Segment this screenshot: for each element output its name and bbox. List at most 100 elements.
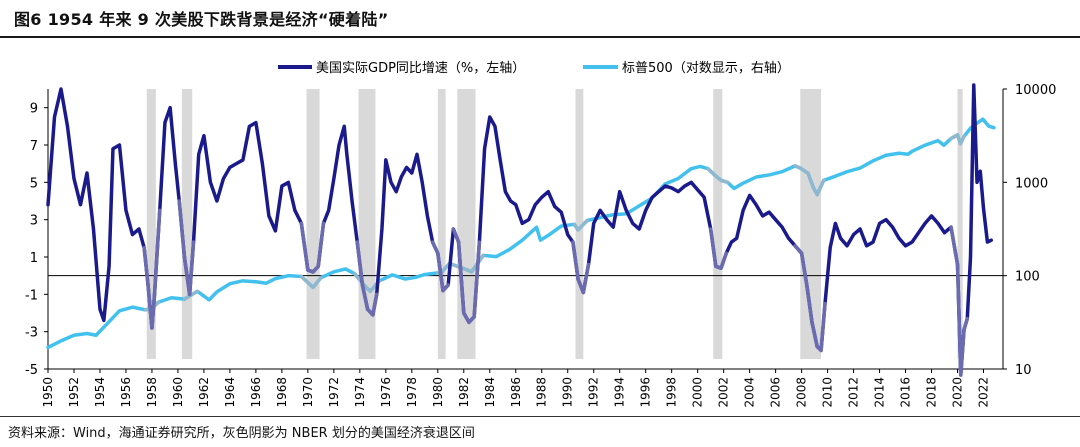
legend: 美国实际GDP同比增速（%，左轴） 标普500（对数显示，右轴）	[278, 61, 790, 76]
x-tick-label: 1982	[457, 377, 471, 408]
recession-band-1	[181, 89, 193, 359]
x-tick-label: 2002	[717, 377, 731, 408]
recession-band-9	[957, 89, 963, 359]
recession-band-2	[306, 89, 320, 359]
sp500-recession-segment	[815, 178, 826, 197]
left-tick-label: 9	[30, 102, 38, 117]
gdp-recession-segment	[142, 245, 150, 287]
gdp-recession-segment	[430, 240, 440, 256]
right-tick-label: 10000	[1015, 83, 1056, 98]
gdp-recession-segment	[436, 251, 445, 293]
title-divider	[0, 36, 1080, 38]
x-tick-label: 2022	[977, 377, 991, 408]
x-tick-label: 1998	[665, 377, 679, 408]
left-tick-label: -5	[25, 363, 38, 378]
x-tick-label: 2012	[847, 377, 861, 408]
recession-band-4	[437, 89, 446, 359]
x-tick-label: 1984	[483, 377, 497, 408]
left-tick-label: 7	[30, 139, 38, 154]
left-tick-label: 3	[30, 214, 38, 229]
recession-band-7	[713, 89, 723, 359]
sp500-recession-segment	[806, 171, 816, 190]
x-tick-label: 1990	[561, 377, 575, 408]
footer-divider	[0, 416, 1080, 417]
x-tick-label: 2010	[821, 377, 835, 408]
gdp-recession-segment	[177, 199, 187, 259]
x-tick-label: 1978	[405, 377, 419, 408]
left-tick-label: -1	[25, 288, 38, 303]
gdp-recession-segment	[150, 292, 157, 330]
gdp-recession-segment	[187, 240, 196, 297]
title-bar: 图6 1954 年来 9 次美股下跌背景是经济“硬着陆”	[0, 0, 1080, 34]
x-tick-label: 1968	[275, 377, 289, 408]
x-tick-label: 1962	[197, 377, 211, 408]
x-tick-label: 1970	[301, 377, 315, 408]
tick-labels: 9 7 5 3 1 -1 -3 -5 10000 1000 100 10 1950 1952 1954 195…	[25, 83, 1056, 408]
x-tick-label: 1994	[613, 377, 627, 408]
x-tick-label: 2016	[899, 377, 913, 408]
legend-label-gdp: 美国实际GDP同比增速（%，左轴）	[316, 61, 525, 76]
gdp-recession-segment	[472, 240, 482, 319]
x-tick-label: 1964	[223, 377, 237, 408]
left-tick-label: 5	[30, 176, 38, 191]
gdp-recession-segment	[355, 240, 365, 287]
x-tick-label: 1992	[587, 377, 601, 408]
gdp-recession-segment	[959, 328, 966, 377]
x-tick-label: 1976	[379, 377, 393, 408]
left-tick-label: -3	[25, 326, 38, 341]
sp500-recession-segment	[719, 178, 730, 185]
sp500-recession-segment	[958, 134, 966, 146]
x-tick-label: 2006	[769, 377, 783, 408]
right-tick-label: 10	[1015, 363, 1032, 378]
x-tick-label: 1950	[41, 377, 55, 408]
x-tick-label: 2014	[873, 377, 887, 408]
source-note: 资料来源：Wind，海通证券研究所，灰色阴影为 NBER 划分的美国经济衰退区间	[8, 426, 475, 441]
right-tick-label: 1000	[1015, 176, 1048, 191]
gdp-recession-segment	[719, 251, 728, 270]
gdp-recession-segment	[360, 283, 370, 312]
x-tick-label: 1956	[119, 377, 133, 408]
gdp-recession-segment	[371, 292, 379, 317]
x-tick-label: 2020	[951, 377, 965, 408]
recession-band-8	[800, 89, 822, 359]
x-tick-label: 2008	[795, 377, 809, 408]
gdp-recession-segment	[962, 316, 970, 332]
x-tick-label: 1972	[327, 377, 341, 408]
chart-svg: 美国实际GDP同比增速（%，左轴） 标普500（对数显示，右轴） 9 7 5 3 1 -1…	[25, 61, 1056, 408]
recession-band-6	[575, 89, 584, 359]
recession-band-3	[358, 89, 376, 359]
recession-band-0	[146, 89, 156, 359]
legend-label-sp500: 标普500（对数显示，右轴）	[622, 61, 790, 76]
recession-bands	[146, 89, 963, 359]
gdp-recession-segment	[456, 240, 466, 315]
x-tick-label: 2000	[691, 377, 705, 408]
gdp-recession-segment	[581, 262, 591, 295]
gdp-recession-segment	[810, 320, 819, 349]
x-tick-label: 2018	[925, 377, 939, 408]
sp500-recession-segment	[311, 275, 323, 290]
gdp-recession-segment	[152, 208, 162, 297]
x-tick-label: 1996	[639, 377, 653, 408]
left-tick-label: 1	[30, 251, 38, 266]
sp500-recession-segment	[576, 218, 589, 232]
gdp-recession-segment	[819, 301, 827, 353]
gdp-recession-segment	[299, 221, 310, 272]
figure-title: 图6 1954 年来 9 次美股下跌背景是经济“硬着陆”	[14, 10, 389, 29]
x-tick-label: 1980	[431, 377, 445, 408]
gdp-recession-segment	[571, 240, 580, 282]
gdp-recession-segment	[708, 227, 718, 269]
sp500-recession-segment	[459, 265, 474, 274]
x-tick-label: 1952	[67, 377, 81, 408]
x-tick-label: 1988	[535, 377, 549, 408]
gdp-recession-segment	[316, 221, 326, 269]
x-tick-label: 1958	[145, 377, 159, 408]
axes	[44, 88, 1007, 373]
gdp-recession-segment	[441, 283, 450, 293]
sp500-recession-segment	[299, 274, 315, 290]
x-tick-label: 1966	[249, 377, 263, 408]
series-lines	[46, 83, 996, 377]
x-tick-label: 1986	[509, 377, 523, 408]
x-tick-label: 1960	[171, 377, 185, 408]
gdp-recession-segment	[451, 227, 461, 244]
